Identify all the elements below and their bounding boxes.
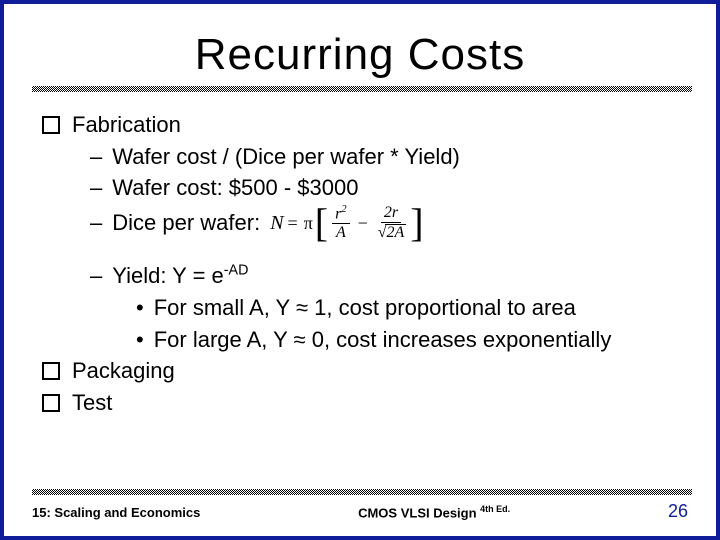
bullet-small-a: • For small A, Y ≈ 1, cost proportional … bbox=[32, 293, 688, 323]
yield-prefix: Yield: Y = e bbox=[112, 263, 224, 288]
A: A bbox=[336, 224, 346, 241]
formula-eq: = bbox=[288, 211, 298, 235]
bullet-text: For small A, Y ≈ 1, cost proportional to… bbox=[154, 293, 576, 323]
bullet-text: Fabrication bbox=[72, 110, 181, 140]
formula-N: N bbox=[270, 210, 283, 237]
dash-icon: – bbox=[90, 173, 102, 203]
footer-edition: 4th Ed. bbox=[480, 504, 510, 514]
left-bracket-icon: [ bbox=[315, 207, 328, 239]
right-bracket-icon: ] bbox=[410, 207, 423, 239]
bullet-yield: – Yield: Y = e-AD bbox=[32, 261, 688, 291]
dice-formula: N = π [ r2 A − 2r 2A ] bbox=[270, 205, 423, 241]
dash-icon: – bbox=[90, 142, 102, 172]
footer-center: CMOS VLSI Design 4th Ed. bbox=[358, 504, 510, 520]
bullet-large-a: • For large A, Y ≈ 0, cost increases exp… bbox=[32, 325, 688, 355]
minus-icon: − bbox=[358, 211, 368, 235]
footer-page-number: 26 bbox=[668, 501, 688, 522]
bullet-text: Dice per wafer: bbox=[112, 208, 260, 238]
bullet-text: Yield: Y = e-AD bbox=[112, 261, 248, 291]
bullet-text: Packaging bbox=[72, 356, 175, 386]
slide-footer: 15: Scaling and Economics CMOS VLSI Desi… bbox=[32, 489, 688, 522]
slide-content: Fabrication – Wafer cost / (Dice per waf… bbox=[32, 110, 688, 418]
two-r: 2r bbox=[381, 205, 401, 223]
bullet-test: Test bbox=[32, 388, 688, 418]
formula-pi: π bbox=[304, 211, 313, 235]
dash-icon: – bbox=[90, 261, 102, 291]
footer-left: 15: Scaling and Economics bbox=[32, 505, 200, 520]
bullet-packaging: Packaging bbox=[32, 356, 688, 386]
slide-title: Recurring Costs bbox=[32, 30, 688, 80]
bullet-text: For large A, Y ≈ 0, cost increases expon… bbox=[154, 325, 612, 355]
checkbox-icon bbox=[42, 394, 60, 412]
checkbox-icon bbox=[42, 362, 60, 380]
fraction-2: 2r 2A bbox=[376, 205, 407, 241]
bullet-text: Test bbox=[72, 388, 112, 418]
footer-book-title: CMOS VLSI Design bbox=[358, 505, 480, 520]
two-a: 2A bbox=[385, 224, 407, 241]
footer-divider bbox=[32, 489, 692, 495]
bullet-wafer-cost: – Wafer cost: $500 - $3000 bbox=[32, 173, 688, 203]
bullet-text: Wafer cost / (Dice per wafer * Yield) bbox=[112, 142, 460, 172]
slide-container: Recurring Costs Fabrication – Wafer cost… bbox=[0, 0, 720, 540]
bullet-dice-per-wafer: – Dice per wafer: N = π [ r2 A − 2r 2A ] bbox=[32, 205, 688, 241]
dot-icon: • bbox=[136, 325, 144, 355]
yield-exp: -AD bbox=[224, 263, 249, 279]
footer-row: 15: Scaling and Economics CMOS VLSI Desi… bbox=[32, 501, 688, 522]
fraction-1: r2 A bbox=[332, 205, 349, 241]
exp2: 2 bbox=[341, 204, 346, 215]
checkbox-icon bbox=[42, 116, 60, 134]
dash-icon: – bbox=[90, 208, 102, 238]
bullet-text: Wafer cost: $500 - $3000 bbox=[112, 173, 358, 203]
title-divider bbox=[32, 86, 692, 92]
sqrt-icon: 2A bbox=[376, 224, 407, 241]
bullet-wafer-formula: – Wafer cost / (Dice per wafer * Yield) bbox=[32, 142, 688, 172]
dot-icon: • bbox=[136, 293, 144, 323]
spacer bbox=[32, 243, 688, 261]
bullet-fabrication: Fabrication bbox=[32, 110, 688, 140]
